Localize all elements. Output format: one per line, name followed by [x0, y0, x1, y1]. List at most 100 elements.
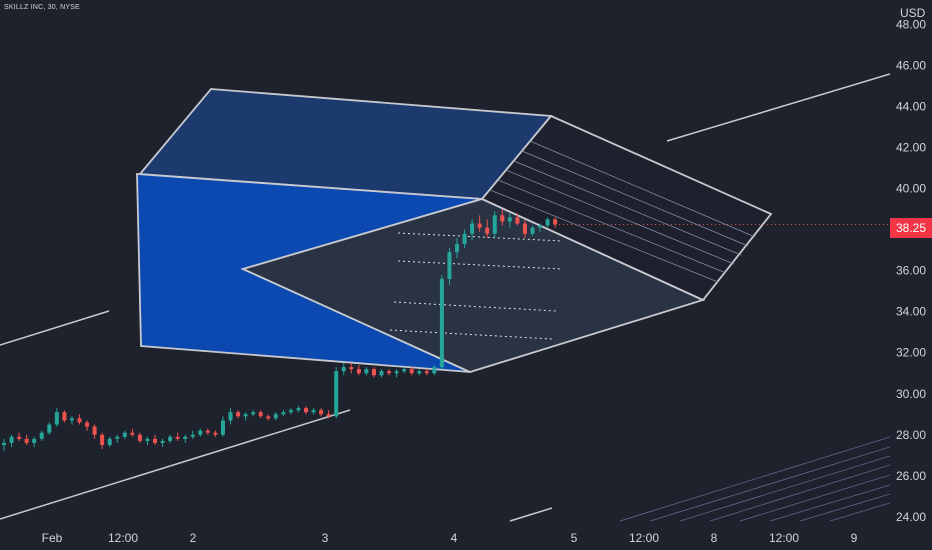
- candle-body: [553, 219, 558, 225]
- candle-body: [288, 410, 293, 413]
- candle-body: [243, 414, 248, 417]
- candle-body: [213, 432, 218, 435]
- candle-body: [334, 371, 339, 417]
- time-axis[interactable]: Feb 12:00 2 3 4 5 12:00 8 12:00 9: [42, 531, 858, 545]
- candle-body: [77, 418, 82, 423]
- candle-body: [168, 436, 173, 441]
- trendline-upper-right[interactable]: [666, 73, 891, 142]
- candle-body: [107, 438, 112, 446]
- trendline-bottom[interactable]: [509, 507, 553, 522]
- x-tick-label: 5: [571, 531, 578, 545]
- candle-body: [371, 369, 376, 376]
- candle-body: [364, 369, 369, 374]
- y-tick-label: 26.00: [896, 469, 926, 483]
- candle-body: [205, 430, 210, 433]
- y-tick-label: 44.00: [896, 100, 926, 114]
- candle-body: [236, 412, 241, 417]
- candle-body: [17, 436, 22, 439]
- y-tick-label: 46.00: [896, 59, 926, 73]
- last-price-badge: 38.25: [890, 218, 932, 238]
- candle-body: [439, 278, 444, 368]
- candle-body: [538, 225, 543, 228]
- candle-body: [92, 426, 97, 435]
- candle-body: [462, 233, 467, 245]
- y-tick-label: 48.00: [896, 18, 926, 32]
- candle-body: [281, 412, 286, 415]
- fan-lines-bottom-right[interactable]: [619, 436, 891, 522]
- price-axis[interactable]: 24.0026.0028.0030.0032.0034.0036.0038.00…: [896, 18, 926, 524]
- candle-body: [304, 408, 308, 413]
- candle-body: [145, 438, 150, 441]
- candle-body: [175, 436, 180, 439]
- candle-body: [515, 217, 520, 224]
- y-tick-label: 28.00: [896, 428, 926, 442]
- x-tick-label: 9: [851, 531, 858, 545]
- candle-body: [522, 223, 527, 234]
- candle-body: [228, 412, 233, 421]
- dotted-lines: [389, 232, 563, 340]
- candle-body: [220, 420, 225, 435]
- candle-body: [387, 371, 392, 374]
- symbol-title: SKILLZ INC, 30, NYSE: [4, 4, 80, 11]
- drawings-layer: [0, 73, 891, 522]
- x-tick-label: Feb: [42, 531, 63, 545]
- trendline-lower-channel[interactable]: [0, 409, 351, 520]
- candle-body: [100, 434, 105, 446]
- candle-body: [251, 412, 256, 415]
- candle-body: [137, 434, 142, 441]
- trendline-left-upper[interactable]: [0, 310, 110, 346]
- candle-body: [258, 412, 263, 417]
- x-tick-label: 12:00: [769, 531, 799, 545]
- candle-body: [115, 436, 120, 439]
- y-tick-label: 30.00: [896, 387, 926, 401]
- candle-body: [311, 410, 316, 413]
- candle-body: [409, 369, 414, 374]
- candle-body: [160, 440, 165, 443]
- candle-body: [477, 223, 482, 228]
- candle-body: [485, 227, 490, 234]
- candle-body: [69, 418, 74, 421]
- x-tick-label: 12:00: [108, 531, 138, 545]
- y-tick-label: 24.00: [896, 510, 926, 524]
- candle-body: [47, 424, 52, 433]
- candle-body: [379, 371, 384, 376]
- candle-body: [198, 430, 203, 435]
- candle-body: [349, 367, 354, 370]
- y-tick-label: 36.00: [896, 264, 926, 278]
- fan-lines-box-right: [489, 140, 756, 283]
- candle-body: [455, 244, 459, 253]
- candle-body: [190, 434, 195, 437]
- candlestick-series: [2, 209, 888, 452]
- candle-body: [432, 367, 437, 374]
- candle-body: [54, 412, 59, 425]
- candle-body: [2, 442, 6, 446]
- candle-body: [545, 219, 550, 226]
- candle-body: [122, 432, 127, 437]
- candle-body: [296, 408, 301, 411]
- x-tick-label: 8: [711, 531, 718, 545]
- candle-body: [492, 215, 497, 234]
- currency-label: USD: [900, 6, 926, 20]
- candle-body: [273, 414, 278, 419]
- candle-body: [356, 369, 361, 374]
- candle-body: [319, 410, 324, 415]
- x-tick-label: 3: [322, 531, 329, 545]
- candle-body: [394, 371, 399, 374]
- x-tick-label: 4: [451, 531, 458, 545]
- candle-body: [153, 438, 157, 443]
- candle-body: [24, 438, 29, 443]
- candle-body: [447, 252, 452, 279]
- candle-body: [402, 369, 407, 372]
- y-tick-label: 32.00: [896, 346, 926, 360]
- candle-body: [39, 432, 44, 439]
- candle-body: [530, 227, 535, 234]
- candle-body: [500, 215, 505, 222]
- box-right-face[interactable]: [480, 114, 773, 302]
- candle-body: [266, 416, 271, 419]
- candle-body: [417, 371, 422, 374]
- candle-body: [130, 432, 135, 435]
- y-tick-label: 34.00: [896, 305, 926, 319]
- candle-body: [9, 436, 14, 443]
